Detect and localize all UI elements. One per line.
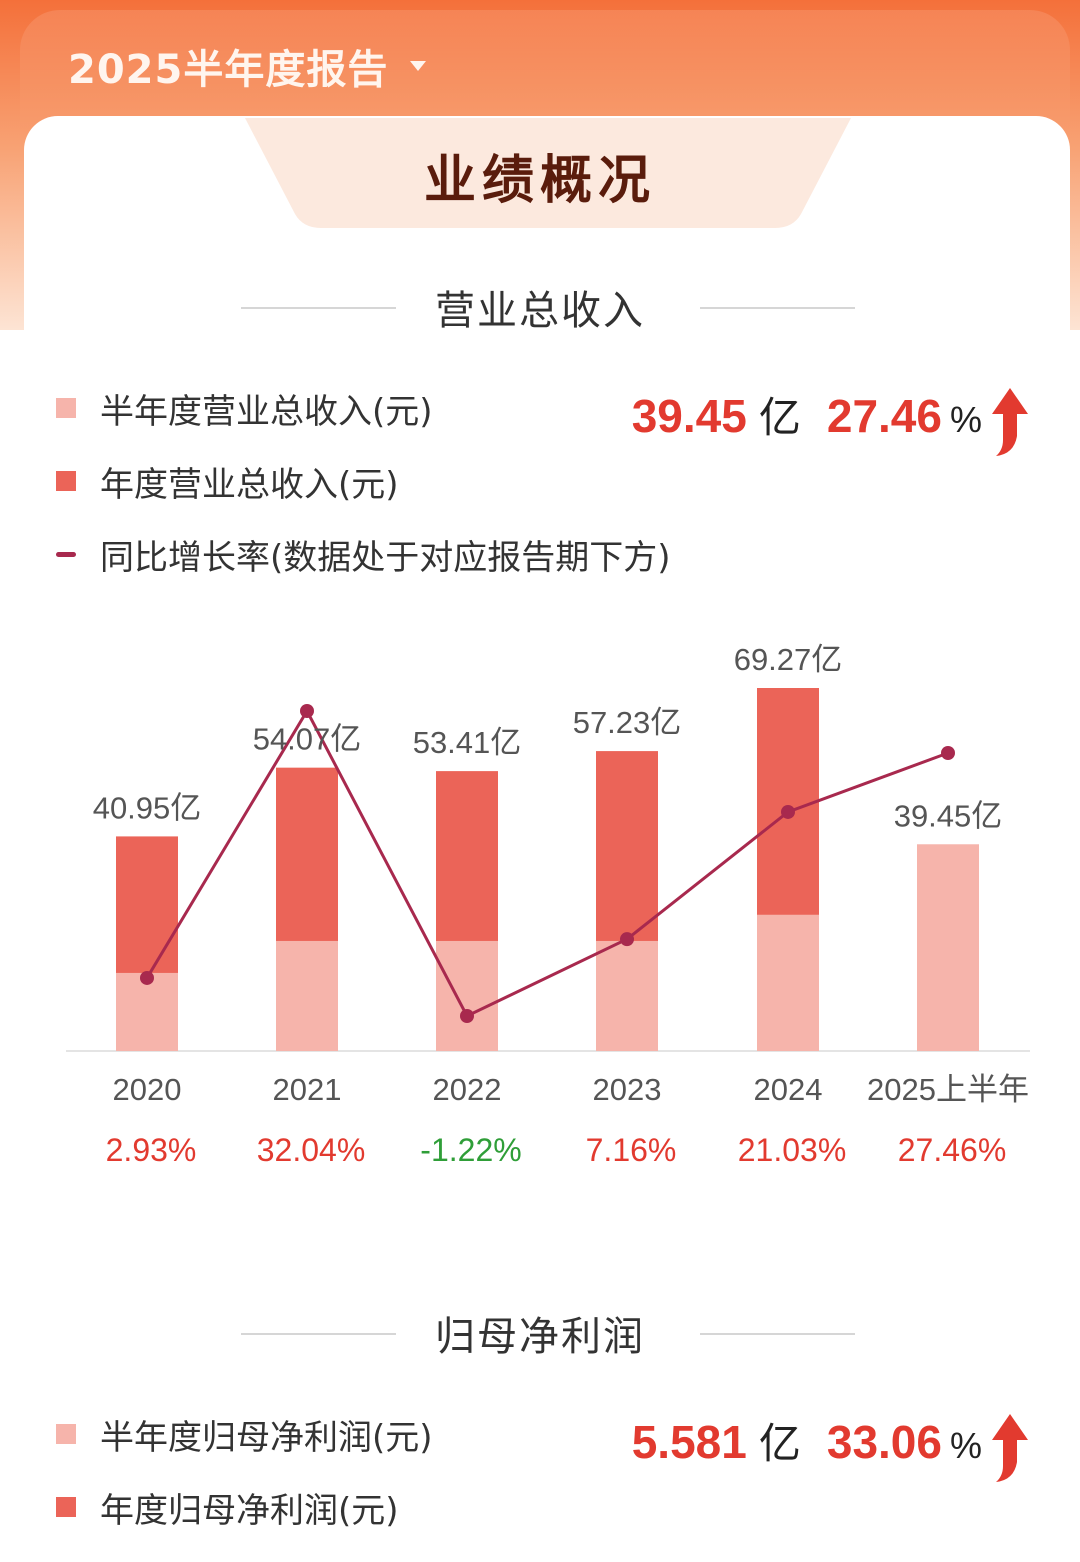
category-tick-label: 2024 bbox=[754, 1072, 823, 1107]
content-card bbox=[24, 116, 1070, 1556]
legend-swatch-half bbox=[56, 398, 76, 418]
profit-section-heading: 归母净利润 bbox=[0, 1304, 1080, 1364]
bar-value-label: 40.95亿 bbox=[93, 790, 202, 825]
bar-value-label: 57.23亿 bbox=[573, 705, 682, 740]
bar-half[interactable] bbox=[436, 940, 498, 1051]
growth-rate-point[interactable] bbox=[300, 704, 314, 718]
legend-swatch-growth bbox=[56, 551, 76, 557]
revenue-summary: 39.45 亿 27.46 % bbox=[632, 384, 1032, 460]
category-tick-label: 2022 bbox=[433, 1072, 502, 1107]
category-tick-label: 2021 bbox=[273, 1072, 342, 1107]
legend-item-annual[interactable]: 年度营业总收入(元) bbox=[56, 463, 671, 505]
header-sheen bbox=[20, 10, 1070, 130]
legend-label-profit-half: 半年度归母净利润(元) bbox=[100, 1417, 433, 1458]
growth-rate-label: 7.16% bbox=[586, 1132, 677, 1168]
legend-swatch-profit-half bbox=[56, 1424, 76, 1444]
heading-divider-right bbox=[700, 307, 855, 309]
revenue-legend: 半年度营业总收入(元) 年度营业总收入(元) 同比增长率(数据处于对应报告期下方… bbox=[56, 390, 671, 609]
legend-label-growth: 同比增长率(数据处于对应报告期下方) bbox=[100, 537, 671, 578]
bar-value-label: 53.41亿 bbox=[413, 725, 522, 760]
arrow-up-icon bbox=[992, 388, 1028, 456]
caret-down-icon bbox=[410, 61, 427, 71]
growth-rate-point[interactable] bbox=[460, 1009, 474, 1023]
section-title: 业绩概况 bbox=[423, 151, 656, 211]
legend-swatch-profit-annual bbox=[56, 1497, 76, 1517]
bar-half[interactable] bbox=[757, 914, 819, 1051]
bar-half[interactable] bbox=[116, 972, 178, 1051]
revenue-summary-pct: % bbox=[949, 399, 982, 440]
heading-divider-right bbox=[700, 1333, 855, 1335]
profit-title: 归母净利润 bbox=[435, 1314, 645, 1360]
legend-label-annual: 年度营业总收入(元) bbox=[100, 464, 399, 505]
profit-summary-unit: 亿 bbox=[758, 1420, 801, 1467]
growth-rate-label: 2.93% bbox=[106, 1132, 197, 1168]
legend-label-half: 半年度营业总收入(元) bbox=[100, 391, 433, 432]
category-tick-label: 2020 bbox=[113, 1072, 182, 1107]
growth-rate-point[interactable] bbox=[781, 804, 795, 819]
legend-swatch-annual bbox=[56, 471, 76, 491]
bar-half[interactable] bbox=[917, 844, 979, 1051]
bar-value-label: 54.07亿 bbox=[253, 722, 362, 757]
bar-half[interactable] bbox=[596, 940, 658, 1051]
category-tick-label: 2023 bbox=[593, 1072, 662, 1107]
revenue-section-heading: 营业总收入 bbox=[0, 278, 1080, 338]
revenue-title: 营业总收入 bbox=[435, 288, 645, 334]
legend-item-profit-half[interactable]: 半年度归母净利润(元) bbox=[56, 1416, 433, 1458]
revenue-summary-growth: 27.46 bbox=[826, 390, 942, 442]
legend-item-profit-annual[interactable]: 年度归母净利润(元) bbox=[56, 1489, 433, 1531]
growth-rate-label: 27.46% bbox=[898, 1132, 1007, 1168]
revenue-summary-unit: 亿 bbox=[758, 394, 801, 441]
bar-half[interactable] bbox=[276, 940, 338, 1051]
bar-value-label: 69.27亿 bbox=[734, 642, 843, 677]
growth-rate-point[interactable] bbox=[140, 970, 154, 985]
growth-rate-point[interactable] bbox=[620, 932, 634, 947]
legend-item-growth[interactable]: 同比增长率(数据处于对应报告期下方) bbox=[56, 536, 671, 578]
profit-legend: 半年度归母净利润(元) 年度归母净利润(元) bbox=[56, 1416, 433, 1562]
profit-summary-pct: % bbox=[949, 1425, 982, 1466]
revenue-summary-value: 39.45 bbox=[631, 390, 747, 442]
legend-label-profit-annual: 年度归母净利润(元) bbox=[100, 1490, 399, 1531]
heading-divider-left bbox=[241, 307, 396, 309]
legend-item-half[interactable]: 半年度营业总收入(元) bbox=[56, 390, 671, 432]
growth-rate-label: 32.04% bbox=[257, 1132, 366, 1168]
arrow-up-icon bbox=[992, 1414, 1028, 1482]
heading-divider-left bbox=[241, 1333, 396, 1335]
revenue-chart: 40.95亿 2020 2.93% 54.07亿 2021 32.04% 53.41亿 202… bbox=[66, 642, 1030, 1168]
growth-rate-label: 21.03% bbox=[738, 1132, 847, 1168]
bar-value-label: 39.45亿 bbox=[894, 798, 1003, 833]
category-tick-label: 2025上半年 bbox=[867, 1072, 1029, 1107]
growth-rate-point[interactable] bbox=[941, 745, 955, 760]
profit-summary-value: 5.581 bbox=[631, 1416, 747, 1468]
profit-summary-growth: 33.06 bbox=[826, 1416, 942, 1468]
growth-rate-label: -1.22% bbox=[420, 1132, 521, 1168]
section-tab-background bbox=[245, 118, 851, 228]
report-period-dropdown[interactable]: 2025半年度报告 bbox=[68, 38, 427, 94]
profit-summary: 5.581 亿 33.06 % bbox=[632, 1410, 1032, 1486]
report-period-label: 2025半年度报告 bbox=[68, 47, 389, 93]
growth-rate-line bbox=[145, 707, 949, 1018]
